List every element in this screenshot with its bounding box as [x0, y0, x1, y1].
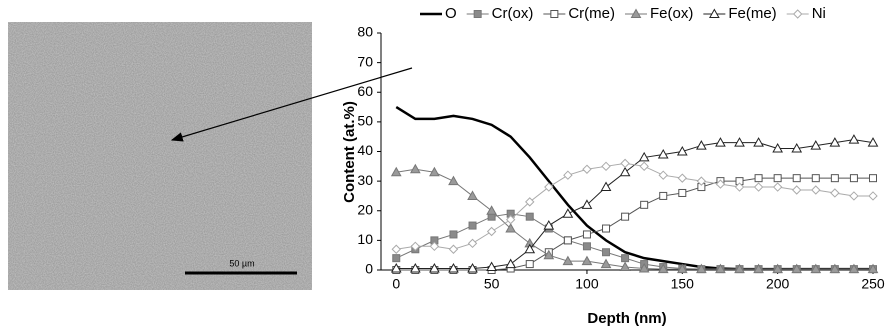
marker	[469, 239, 477, 247]
marker	[659, 171, 667, 179]
legend-label: O	[445, 5, 457, 22]
marker	[774, 183, 782, 191]
marker	[774, 175, 781, 182]
sem-image: 50 µm	[8, 22, 312, 290]
marker	[488, 227, 496, 235]
legend-label: Cr(me)	[568, 5, 615, 22]
y-tick-label: 10	[357, 231, 373, 247]
marker	[506, 260, 515, 268]
marker	[526, 213, 533, 220]
x-tick-label: 250	[861, 276, 885, 292]
scale-label: 50 µm	[229, 258, 254, 268]
y-axis-title: Content (at.%)	[341, 101, 358, 203]
marker	[621, 159, 629, 167]
legend-marker	[794, 10, 802, 18]
marker	[468, 191, 477, 199]
figure: 50 µm Content (at.%) Depth (nm) 0 10 20 30 4…	[0, 0, 896, 333]
marker	[469, 222, 476, 229]
x-tick-label: 150	[671, 276, 695, 292]
marker	[603, 225, 610, 232]
marker	[812, 186, 820, 194]
marker	[449, 245, 457, 253]
marker	[850, 175, 857, 182]
marker	[755, 175, 762, 182]
marker	[850, 192, 858, 200]
marker	[449, 177, 458, 185]
marker	[563, 209, 572, 217]
marker	[679, 189, 686, 196]
marker	[622, 255, 629, 262]
marker	[411, 165, 420, 173]
legend-marker	[551, 11, 558, 18]
marker	[870, 175, 877, 182]
marker	[622, 213, 629, 220]
marker	[526, 261, 533, 268]
legend-label: Ni	[812, 5, 826, 22]
marker	[583, 165, 591, 173]
series-line	[396, 140, 873, 269]
x-tick-label: 0	[392, 276, 400, 292]
series-line	[396, 163, 873, 249]
marker	[392, 245, 400, 253]
marker	[793, 186, 801, 194]
y-tick-label: 70	[357, 53, 373, 69]
y-tick-label: 20	[357, 201, 373, 217]
x-tick-label: 50	[484, 276, 500, 292]
marker	[793, 175, 800, 182]
y-tick-label: 60	[357, 83, 373, 99]
marker	[831, 175, 838, 182]
marker	[640, 162, 648, 170]
x-tick-label: 200	[766, 276, 790, 292]
x-axis-title: Depth (nm)	[587, 310, 666, 327]
marker	[621, 168, 630, 176]
y-tick-label: 30	[357, 172, 373, 188]
marker	[755, 183, 763, 191]
legend-marker	[474, 11, 481, 18]
marker	[602, 183, 611, 191]
marker	[660, 192, 667, 199]
marker	[641, 201, 648, 208]
x-tick-label: 100	[575, 276, 599, 292]
marker	[393, 255, 400, 262]
marker	[831, 189, 839, 197]
marker	[583, 243, 590, 250]
y-tick-label: 50	[357, 113, 373, 129]
marker	[602, 162, 610, 170]
marker	[487, 206, 496, 214]
marker	[583, 231, 590, 238]
marker	[849, 135, 858, 143]
legend-label: Fe(ox)	[650, 5, 693, 22]
y-tick-label: 0	[365, 261, 373, 277]
marker	[678, 174, 686, 182]
y-tick-label: 40	[357, 142, 373, 158]
legend-label: Cr(ox)	[492, 5, 534, 22]
marker	[564, 237, 571, 244]
legend-label: Fe(me)	[728, 5, 776, 22]
marker	[564, 171, 572, 179]
marker	[450, 231, 457, 238]
series-line	[396, 214, 873, 269]
marker	[812, 175, 819, 182]
marker	[869, 192, 877, 200]
y-tick-label: 80	[357, 24, 373, 40]
marker	[603, 249, 610, 256]
